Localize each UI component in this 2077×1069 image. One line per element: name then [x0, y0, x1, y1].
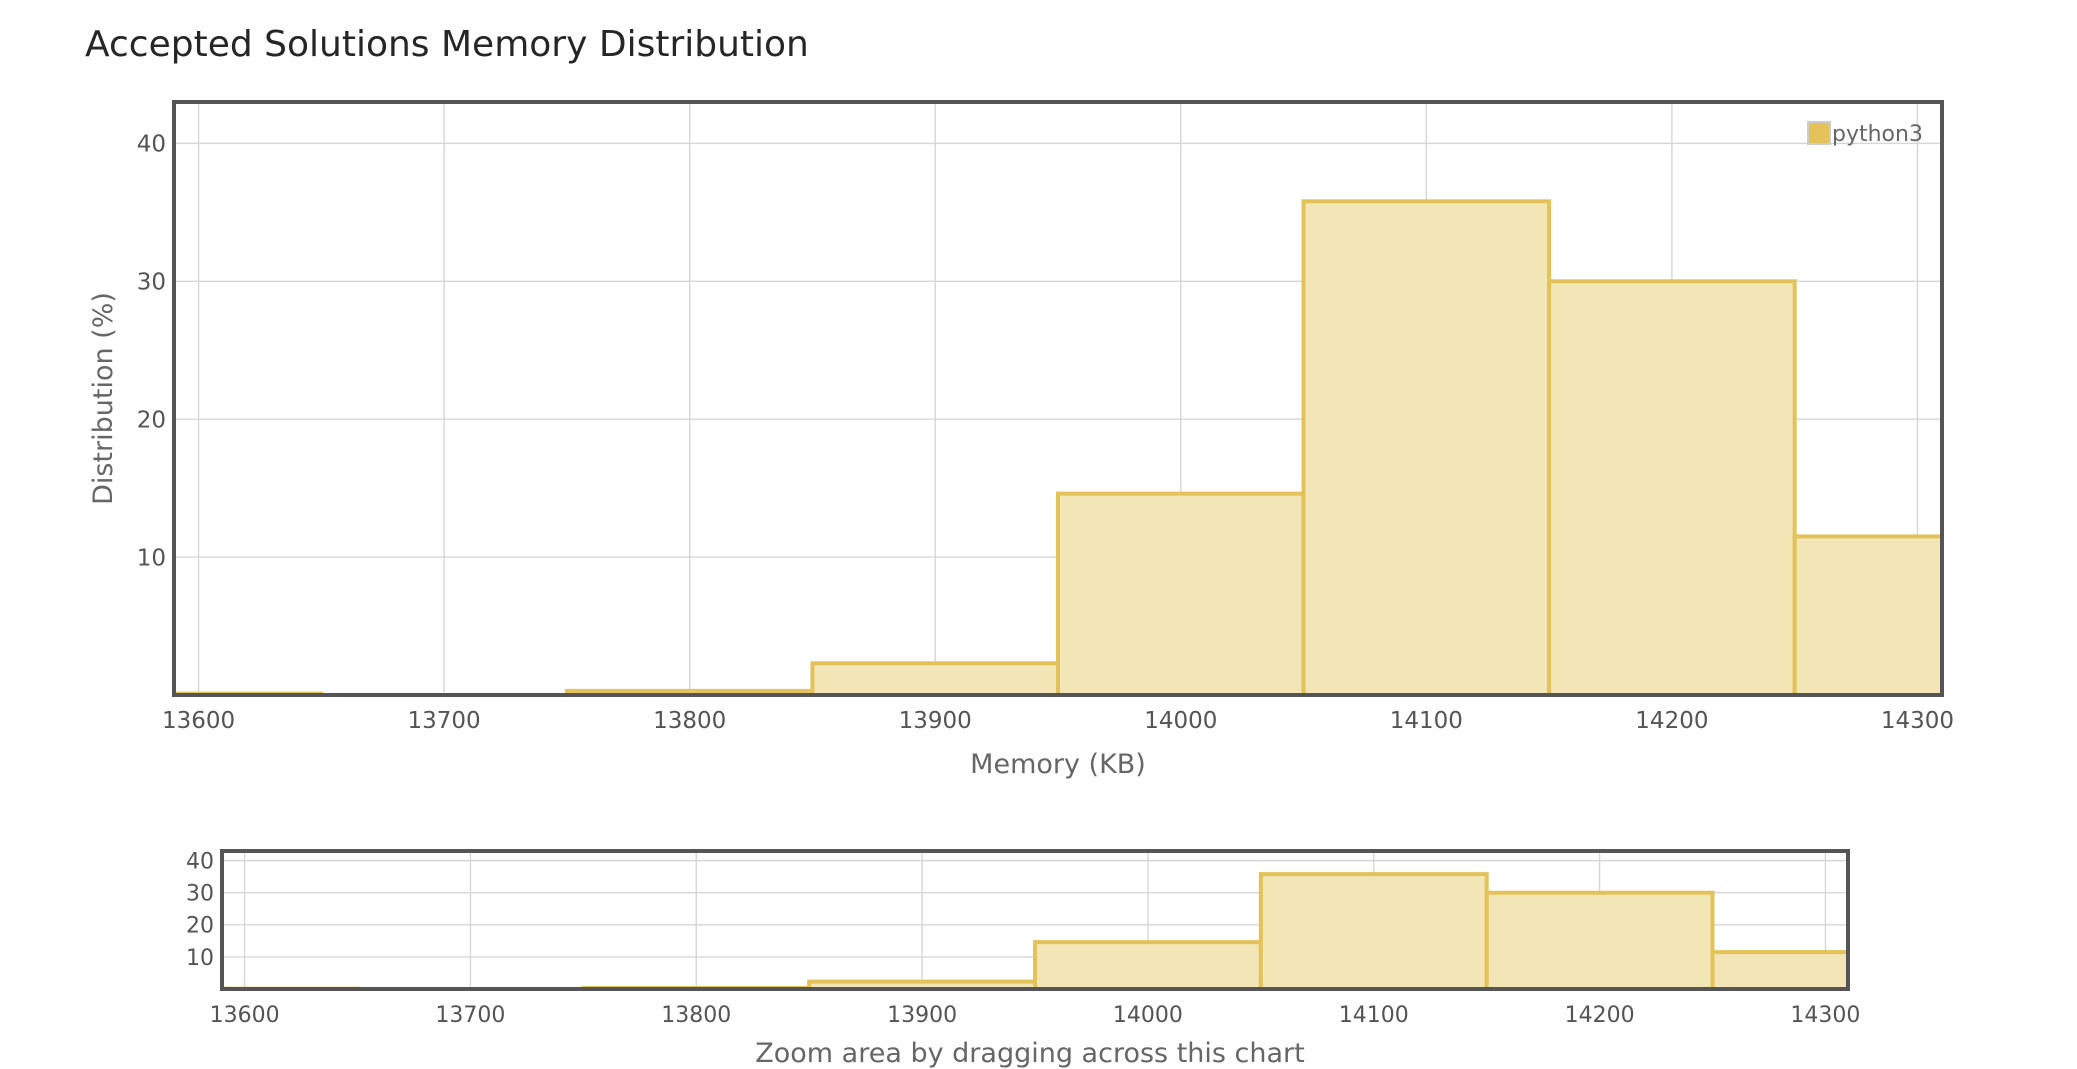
main-y-tick-label: 20 [137, 407, 166, 433]
overview-x-tick-label: 13700 [435, 1003, 505, 1028]
main-y-tick-label: 30 [137, 270, 166, 296]
overview-y-tick-label: 30 [186, 882, 214, 907]
overview-bar[interactable] [1033, 940, 1263, 991]
legend-label: python3 [1832, 122, 1923, 147]
overview-chart[interactable]: 10 20 30 40 13600 13700 13800 13900 14000 14100 14… [186, 849, 1860, 1028]
main-x-tick-label: 13600 [162, 708, 235, 734]
overview-y-tick-label: 10 [186, 946, 214, 971]
overview-y-tick-label: 40 [186, 850, 214, 875]
main-bar[interactable] [1792, 534, 1944, 697]
main-y-tick-label: 40 [137, 132, 166, 158]
page-title: Accepted Solutions Memory Distribution [85, 24, 809, 65]
overview-x-tick-label: 14100 [1339, 1003, 1409, 1028]
main-x-tick-label: 14000 [1144, 708, 1217, 734]
main-chart[interactable]: 10 20 30 40 13600 13700 13800 13900 14000 14100 14… [88, 100, 1954, 780]
overview-x-tick-label: 14000 [1113, 1003, 1183, 1028]
main-y-axis-title: Distribution (%) [88, 292, 119, 505]
overview-x-tick-label: 13900 [887, 1003, 957, 1028]
overview-x-tick-label: 13800 [661, 1003, 731, 1028]
main-plot-frame [172, 100, 1944, 697]
overview-x-tick-label: 14300 [1790, 1003, 1860, 1028]
legend-swatch [1807, 121, 1831, 145]
overview-y-tick-label: 20 [186, 914, 214, 939]
main-x-tick-label: 14200 [1635, 708, 1708, 734]
main-x-axis-title: Memory (KB) [970, 749, 1146, 780]
main-x-tick-label: 13700 [408, 708, 481, 734]
main-x-tick-label: 13800 [653, 708, 726, 734]
main-x-tick-label: 14300 [1881, 708, 1954, 734]
overview-x-tick-label: 14200 [1565, 1003, 1635, 1028]
main-y-tick-label: 10 [137, 545, 166, 571]
legend[interactable]: python3 [1807, 121, 1923, 147]
main-x-tick-label: 13900 [899, 708, 972, 734]
main-bar[interactable] [1056, 491, 1306, 698]
overview-x-tick-label: 13600 [210, 1003, 280, 1028]
main-bar[interactable] [1301, 199, 1552, 697]
overview-bar[interactable] [1710, 950, 1850, 991]
main-bar[interactable] [1547, 279, 1797, 697]
overview-bar[interactable] [1258, 872, 1489, 992]
overview-plot-frame [220, 849, 1850, 991]
overview-bar[interactable] [1484, 890, 1715, 992]
overview-caption: Zoom area by dragging across this chart [755, 1038, 1304, 1069]
main-x-tick-label: 14100 [1390, 708, 1463, 734]
main-bar[interactable] [810, 661, 1061, 697]
